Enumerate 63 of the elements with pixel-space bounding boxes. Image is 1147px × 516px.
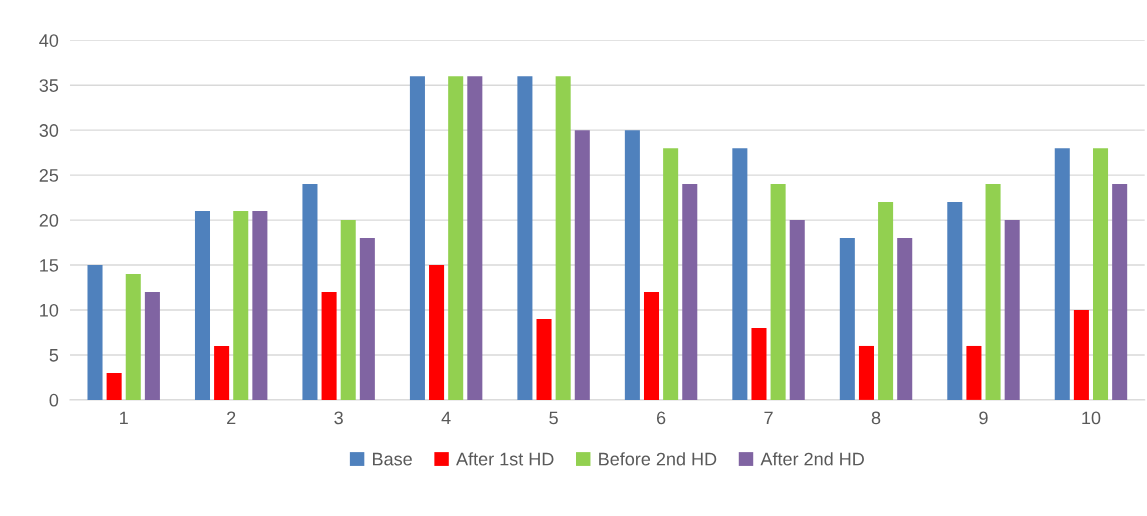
bar xyxy=(624,130,640,400)
y-tick-label: 15 xyxy=(40,259,59,272)
bar xyxy=(467,76,483,400)
x-tick-label: 10 xyxy=(1082,411,1101,425)
x-tick-label: 7 xyxy=(764,411,773,425)
y-tick-label: 30 xyxy=(39,124,59,137)
x-tick-label: 8 xyxy=(871,411,881,425)
bar xyxy=(789,220,805,400)
bar xyxy=(125,274,141,400)
bar xyxy=(732,148,748,400)
x-tick-label: 4 xyxy=(441,411,451,425)
bar xyxy=(1004,220,1020,400)
y-tick-label: 35 xyxy=(39,79,59,92)
bar xyxy=(966,345,982,400)
bar xyxy=(1073,309,1089,400)
bar xyxy=(985,184,1001,400)
y-tick-label: 25 xyxy=(39,169,59,182)
bar xyxy=(321,292,337,400)
bar xyxy=(409,76,425,400)
y-tick-label: 20 xyxy=(39,214,59,227)
bar xyxy=(517,76,533,400)
bar xyxy=(897,238,913,400)
bar xyxy=(858,345,874,400)
bar xyxy=(536,318,552,400)
bar xyxy=(233,211,249,400)
legend-label: After 1st HD xyxy=(456,452,554,466)
x-tick-label: 1 xyxy=(120,411,128,425)
x-tick-label: 5 xyxy=(549,411,558,425)
bar xyxy=(1112,184,1128,400)
bar xyxy=(643,292,660,400)
bar xyxy=(106,372,122,400)
x-tick-label: 3 xyxy=(334,411,343,425)
bar xyxy=(302,184,318,400)
bar xyxy=(839,238,855,400)
x-tick-label: 6 xyxy=(656,411,666,425)
bar xyxy=(555,76,571,400)
bar xyxy=(1054,148,1070,400)
bar xyxy=(574,130,590,400)
bar xyxy=(87,265,103,400)
bar xyxy=(340,220,356,400)
bar xyxy=(252,211,268,400)
bar xyxy=(878,202,894,400)
bar xyxy=(359,238,375,400)
bar xyxy=(663,148,679,400)
bar xyxy=(947,202,963,400)
bar xyxy=(194,211,211,400)
legend-label: Before 2nd HD xyxy=(599,452,717,466)
bar xyxy=(144,292,160,400)
bar xyxy=(682,184,698,400)
y-tick-label: 5 xyxy=(49,349,59,362)
bar xyxy=(751,327,767,400)
bar xyxy=(429,265,445,400)
x-tick-label: 9 xyxy=(979,411,988,425)
y-tick-label: 0 xyxy=(49,393,59,407)
y-tick-label: 10 xyxy=(40,303,59,317)
y-tick-label: 40 xyxy=(39,34,59,47)
bar xyxy=(770,184,786,400)
bar xyxy=(448,76,464,400)
bar xyxy=(1093,148,1109,400)
x-tick-label: 2 xyxy=(227,411,236,425)
legend-label: After 2nd HD xyxy=(760,452,864,466)
legend-label: Base xyxy=(373,452,412,466)
bar xyxy=(214,345,230,400)
